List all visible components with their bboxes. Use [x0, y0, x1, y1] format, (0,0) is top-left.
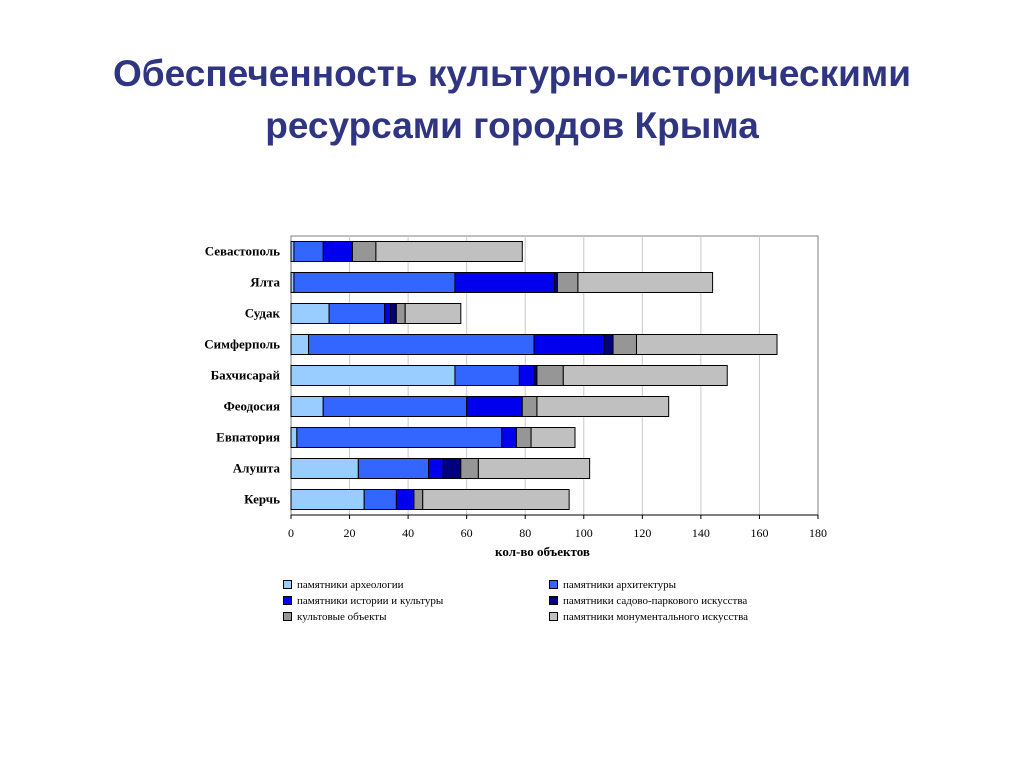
x-tick-label: 20: [344, 526, 356, 540]
legend-label: памятники монументального искусства: [563, 611, 749, 623]
x-tick-label: 0: [288, 526, 294, 540]
legend-item: памятники садово-паркового искусства: [549, 594, 747, 608]
bar-segment: [328, 303, 386, 324]
bar-segment: [290, 489, 365, 510]
bar-segment: [428, 458, 444, 479]
bar-segment: [395, 303, 406, 324]
bar-segment: [293, 241, 324, 262]
bar-segment: [322, 241, 353, 262]
bar-segment: [562, 365, 728, 386]
bar-segment: [390, 303, 397, 324]
bar-segment: [351, 241, 377, 262]
legend-item: памятники археологии: [283, 578, 403, 592]
bar-segment: [454, 365, 520, 386]
legend-label: памятники садово-паркового искусства: [563, 595, 748, 607]
bar-segment: [501, 427, 517, 448]
legend-swatch: [283, 611, 292, 621]
x-tick-label: 180: [809, 526, 827, 540]
category-label: Евпатория: [216, 430, 280, 445]
bar-segment: [363, 489, 397, 510]
bar-segment: [357, 458, 430, 479]
x-tick-label: 80: [519, 526, 531, 540]
bar-segment: [515, 427, 532, 448]
bar-segment: [603, 334, 614, 355]
bar-segment: [556, 272, 579, 293]
category-label: Судак: [245, 306, 281, 321]
bar-segment: [290, 396, 324, 417]
category-label: Керчь: [244, 492, 280, 507]
legend-item: памятники архитектуры: [549, 578, 676, 592]
legend-label: культовые объекты: [297, 611, 387, 623]
bar-segment: [422, 489, 570, 510]
category-label: Симферполь: [204, 337, 280, 352]
x-tick-label: 120: [633, 526, 651, 540]
legend-swatch: [549, 611, 558, 621]
stacked-bar-chart: 0 20 40 60 80 100 120 140 160 180 кол-во объектов С…: [204, 235, 827, 559]
legend-label: памятники археологии: [297, 579, 404, 591]
bar-segment: [521, 396, 538, 417]
bar-segment: [290, 458, 359, 479]
legend-swatch: [283, 579, 292, 589]
legend-item: культовые объекты: [283, 610, 386, 624]
bar-segment: [290, 334, 310, 355]
category-label: Феодосия: [224, 399, 280, 414]
category-label: Бахчисарай: [211, 368, 281, 383]
x-axis-label: кол-во объектов: [495, 544, 590, 559]
bar-segment: [466, 396, 523, 417]
legend-item: памятники монументального искусства: [549, 610, 748, 624]
category-label: Алушта: [233, 461, 281, 476]
bar-segment: [290, 365, 456, 386]
bar-segment: [536, 365, 564, 386]
bar-segment: [308, 334, 535, 355]
bar-segment: [375, 241, 523, 262]
bar-segment: [293, 272, 456, 293]
bar-segment: [322, 396, 468, 417]
legend-item: памятники истории и культуры: [283, 594, 443, 608]
bar-segment: [536, 396, 670, 417]
slide-title: Обеспеченность культурно-историческими р…: [0, 48, 1024, 152]
bar-segment: [477, 458, 591, 479]
legend-label: памятники архитектуры: [563, 579, 677, 591]
x-tick-label: 40: [402, 526, 414, 540]
bar-segment: [290, 427, 298, 448]
category-label: Севастополь: [205, 244, 280, 259]
legend-swatch: [549, 595, 558, 605]
bar-segment: [533, 334, 605, 355]
x-tick-label: 160: [750, 526, 768, 540]
bar-segment: [290, 303, 330, 324]
slide-title-line-1: Обеспеченность культурно-историческими: [113, 53, 911, 94]
bar-segment: [395, 489, 415, 510]
bar-segment: [296, 427, 503, 448]
bar-segment: [577, 272, 714, 293]
bar-segment: [635, 334, 778, 355]
bar-segment: [460, 458, 479, 479]
slide-title-line-2: ресурсами городов Крыма: [265, 105, 759, 146]
bar-segment: [384, 303, 392, 324]
legend-swatch: [549, 579, 558, 589]
legend-swatch: [283, 595, 292, 605]
category-label: Ялта: [250, 275, 280, 290]
bar-segment: [404, 303, 462, 324]
bar-segment: [530, 427, 576, 448]
bar-segment: [442, 458, 462, 479]
legend-label: памятники истории и культуры: [297, 595, 444, 607]
bar-segment: [454, 272, 556, 293]
bar-segment: [612, 334, 637, 355]
x-tick-label: 100: [575, 526, 593, 540]
x-tick-label: 140: [692, 526, 710, 540]
bar-segment: [518, 365, 535, 386]
x-tick-label: 60: [461, 526, 473, 540]
bar-segment: [413, 489, 424, 510]
